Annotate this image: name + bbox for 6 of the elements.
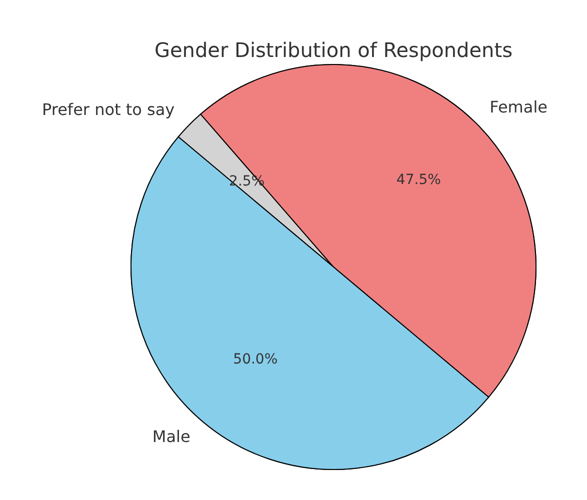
data-label: 47.5%	[396, 172, 441, 188]
slice-label: Female	[490, 97, 548, 116]
slice-label: Prefer not to say	[42, 100, 175, 120]
data-label: 50.0%	[233, 352, 278, 368]
slice-label: Male	[152, 426, 190, 446]
chart-title: Gender Distribution of Respondents	[154, 38, 512, 62]
